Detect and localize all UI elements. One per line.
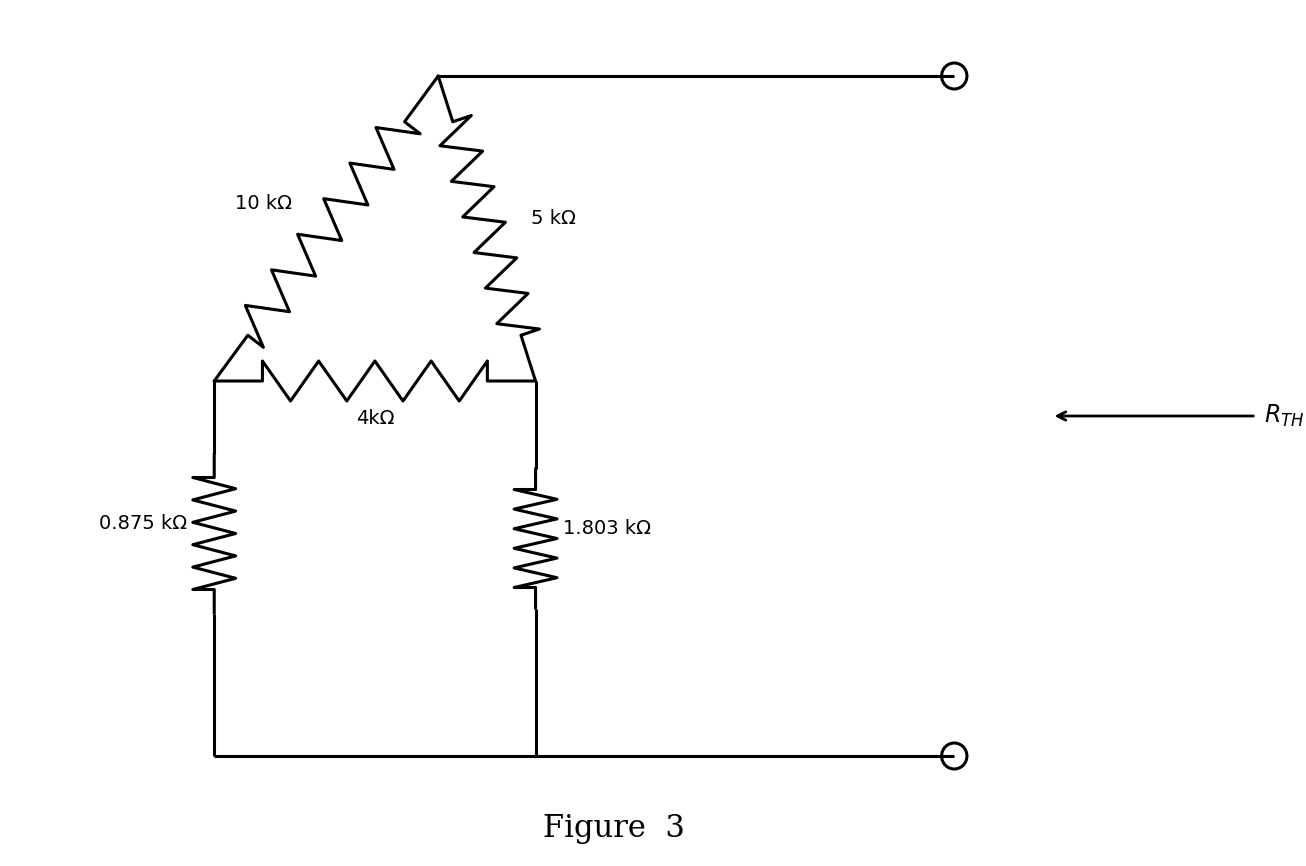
Text: 5 kΩ: 5 kΩ xyxy=(530,209,576,228)
Text: Figure  3: Figure 3 xyxy=(542,812,684,843)
Text: 10 kΩ: 10 kΩ xyxy=(235,194,293,213)
Text: 0.875 kΩ: 0.875 kΩ xyxy=(99,514,187,533)
Text: 4kΩ: 4kΩ xyxy=(355,410,394,429)
Text: 1.803 kΩ: 1.803 kΩ xyxy=(563,519,650,538)
Text: $R_{TH}$: $R_{TH}$ xyxy=(1264,403,1305,429)
